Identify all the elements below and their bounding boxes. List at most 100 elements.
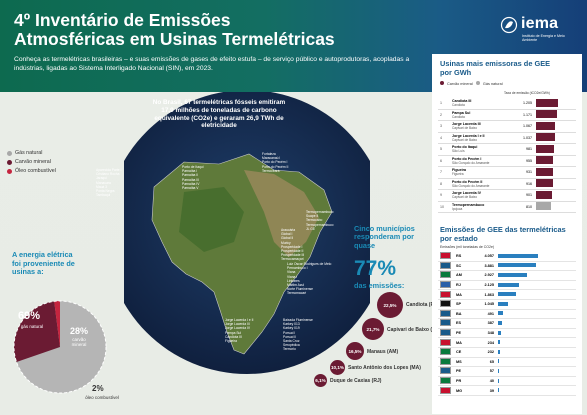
emission-value: 2.125 <box>472 280 496 291</box>
flag-cell <box>438 337 454 348</box>
emission-bar <box>498 330 502 335</box>
gas-dot-icon <box>475 81 480 85</box>
table-row: MA 234 <box>438 337 576 348</box>
plant-name: Pampa Sul <box>452 110 471 115</box>
flag-cell <box>438 318 454 329</box>
rate-value: 955 <box>514 155 534 167</box>
emission-value: 348 <box>472 328 496 339</box>
emission-value: 40 <box>472 376 496 387</box>
legend-item: Gás natural <box>7 150 56 156</box>
bar-cell <box>496 337 576 348</box>
state-flag-icon <box>440 309 451 317</box>
table-row: 4 Jorge Lacerda I e II Capivari de Baixo 1.… <box>438 132 576 144</box>
table-row: AM 2.927 <box>438 270 576 281</box>
plant-name: JL GE <box>306 226 316 231</box>
plant-name: Termopernambuco <box>452 202 485 207</box>
state-flag-icon <box>440 348 451 356</box>
bar-cell <box>496 289 576 300</box>
plant-name: Viana <box>287 270 296 275</box>
legend-label: Carvão mineral <box>15 159 51 165</box>
bubble-label: Capivari de Baixo (SC) <box>387 327 441 333</box>
page-title: 4º Inventário de Emissões Atmosféricas e… <box>14 10 335 49</box>
flag-cell <box>438 328 454 339</box>
state-flag-icon <box>440 290 451 298</box>
plant-name: Mauá 3 <box>96 184 107 189</box>
emission-bar <box>498 388 499 393</box>
cinco-big-pct: 77% <box>354 257 397 280</box>
rate-value: 901 <box>514 189 534 202</box>
plant-name: Porto de Itaqui <box>182 165 204 169</box>
plant-list-amazonas: Aparecida Parte I Cristiano Rocha Jaraqui M… <box>96 168 121 197</box>
rank: 6 <box>438 155 450 167</box>
table-row: 6 Porto do Pecém I São Gonçalo do Amarante… <box>438 155 576 167</box>
emission-value: 387 <box>472 318 496 329</box>
rate-value: 931 <box>514 166 534 179</box>
emission-value: 1.863 <box>472 289 496 300</box>
emission-bar <box>498 320 502 325</box>
flag-cell <box>438 366 454 377</box>
brazil-map <box>124 92 370 374</box>
plant-list-bahia: Araucária Global I Global II Muricy Prosperi… <box>281 228 304 262</box>
legend-label: Carvão mineral <box>447 82 473 86</box>
plant-list-maranhao: Porto de Itaqui Parnaíba I Parnaíba II Parn… <box>182 165 203 190</box>
plant-name: Linhares <box>287 278 300 283</box>
rate-bar <box>536 121 556 130</box>
plant-city: Candiota <box>452 103 465 108</box>
table-row: MG 39 <box>438 385 576 396</box>
energy-pie <box>13 300 107 394</box>
state-code: RJ <box>454 280 472 291</box>
plant-city: Capivari de Baixo <box>452 195 477 200</box>
rate-bar <box>536 167 553 176</box>
logo-tagline: Instituto de Energia e Meio Ambiente <box>522 34 565 43</box>
flag-cell <box>438 280 454 291</box>
plant-name: Suape II <box>306 214 319 219</box>
plant-city: Capivari de Baixo <box>452 137 477 142</box>
rate-bar <box>536 190 553 199</box>
bar-cell <box>496 328 576 339</box>
table1-col-header: Taxa de emissão (tCO2e/GWh) <box>504 91 550 95</box>
state-flag-icon <box>440 357 451 365</box>
bar-cell <box>496 366 576 377</box>
emission-value: 4.057 <box>472 252 496 262</box>
plant-name: Parnaíba IV <box>182 181 200 186</box>
state-flag-icon <box>440 252 451 260</box>
table-row: SC 3.881 <box>438 261 576 272</box>
state-code: MG <box>454 385 472 396</box>
plant-list-pernambuco: Termopernambuco Suape II Termocabo Termoper… <box>306 210 334 231</box>
rank: 9 <box>438 189 450 202</box>
table-row: PR 40 <box>438 376 576 387</box>
state-flag-icon <box>440 386 451 394</box>
bar-cell <box>496 376 576 387</box>
bubble-santo-antonio: 10,1% <box>330 360 345 375</box>
plant-name: Figueira <box>452 168 466 173</box>
emission-bar <box>498 340 501 345</box>
rate-bar <box>536 144 554 153</box>
plant-name: Baixada Fluminense <box>283 318 313 322</box>
table-row: MS 65 <box>438 357 576 368</box>
plant-name: Parnaíba V <box>182 186 199 191</box>
plant-cell: Jorge Lacerda IV Capivari de Baixo <box>450 189 514 202</box>
emission-bar <box>498 301 509 306</box>
rank: 8 <box>438 178 450 190</box>
state-flag-icon <box>440 281 451 289</box>
table-row: 10 Termopernambuco Ipojuca 810 <box>438 201 576 213</box>
plant-name: Porto do Pecém II <box>452 179 483 184</box>
state-code: PR <box>454 376 472 387</box>
plant-name: Parnaíba I <box>182 169 198 174</box>
pie-slice-oil <box>54 301 60 347</box>
rate-bar <box>536 156 554 165</box>
emission-bar <box>498 282 519 287</box>
plant-cell: Candiota III Candiota <box>450 98 514 110</box>
table-row: 8 Porto do Pecém II São Gonçalo do Amarant… <box>438 178 576 190</box>
rate-value: 916 <box>514 178 534 190</box>
plant-name: Candiota III <box>452 99 472 104</box>
state-code: RS <box>454 252 472 262</box>
emission-bar <box>498 292 517 297</box>
flag-cell <box>438 289 454 300</box>
bar-cell <box>534 166 576 179</box>
plant-name: Pernambuco I <box>287 266 308 271</box>
pie-gas-label: gás natural <box>20 324 44 329</box>
flag-cell <box>438 385 454 396</box>
energy-heading: A energia elétrica foi proveniente de us… <box>12 250 75 276</box>
rate-bar <box>536 98 558 107</box>
